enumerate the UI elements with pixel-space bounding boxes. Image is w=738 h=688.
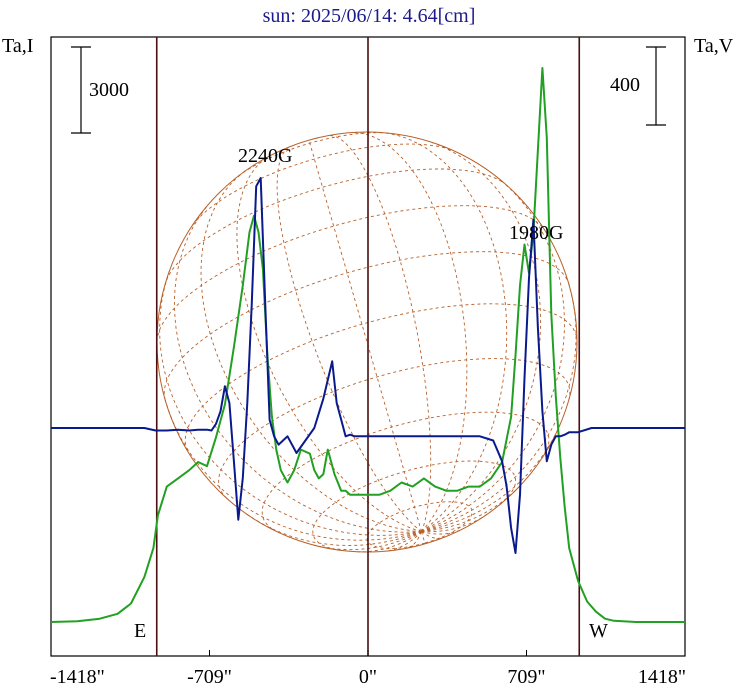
longitude-line	[421, 283, 577, 533]
left-axis-label: Ta,I	[2, 35, 33, 57]
field-strength-annotation: 2240G	[238, 145, 292, 167]
limb-lines	[155, 37, 581, 656]
chart-title: sun: 2025/06/14: 4.64[cm]	[263, 5, 476, 27]
latitude-line	[218, 358, 571, 499]
longitude-line	[421, 140, 542, 532]
series-layer	[50, 67, 685, 623]
scale-bar-left	[71, 46, 91, 134]
solar-limb-circle	[156, 131, 578, 553]
annotations: 2240G 1980G	[238, 145, 563, 244]
solar-disk-grid	[156, 131, 578, 553]
series-line-ta-i	[50, 67, 685, 623]
longitude-line	[351, 132, 468, 532]
x-axis-ticks: -1418" -709" 0" 709" 1418"	[50, 650, 686, 688]
longitude-line	[245, 512, 422, 546]
latitude-line	[163, 251, 570, 401]
field-strength-annotation: 1980G	[509, 222, 563, 244]
longitude-line	[421, 422, 562, 533]
longitude-line	[384, 132, 508, 532]
longitude-line	[159, 270, 422, 536]
x-tick-label: 709"	[507, 666, 545, 688]
x-tick-label: -1418"	[50, 666, 105, 688]
scale-bar-left-label: 3000	[89, 79, 129, 101]
longitude-line	[421, 485, 521, 533]
right-axis-label: Ta,V	[694, 35, 734, 57]
longitude-line	[421, 176, 565, 533]
scale-bar-right-label: 400	[610, 74, 640, 96]
longitude-line	[387, 531, 422, 552]
longitude-line	[327, 135, 432, 532]
east-label: E	[134, 620, 146, 642]
longitude-line	[408, 531, 422, 548]
longitude-line	[236, 155, 422, 533]
longitude-line	[174, 204, 422, 533]
scale-bar-right	[646, 46, 666, 126]
longitude-line	[421, 531, 441, 539]
longitude-line	[421, 531, 426, 544]
longitude-line	[276, 146, 422, 532]
series-line-ta-v	[51, 177, 685, 554]
latitude-line	[192, 143, 454, 226]
latitude-line	[156, 205, 546, 342]
latitude-line	[184, 303, 578, 451]
x-tick-label: -709"	[187, 666, 232, 688]
x-tick-label: 0"	[359, 666, 377, 688]
longitude-line	[421, 514, 488, 533]
west-label: W	[589, 620, 608, 642]
longitude-line	[421, 529, 461, 535]
longitude-line	[200, 173, 422, 533]
longitude-line	[357, 531, 422, 553]
x-tick-label: 1418"	[638, 666, 686, 688]
latitude-line	[166, 168, 505, 281]
